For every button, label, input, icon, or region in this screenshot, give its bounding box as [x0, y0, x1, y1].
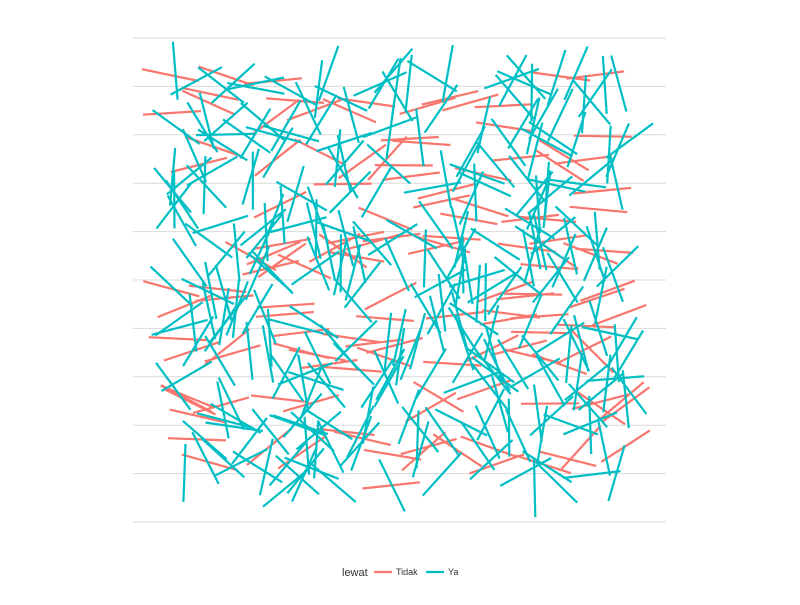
- needle-segment-ya: [607, 317, 637, 367]
- needle-segment-ya: [453, 333, 483, 383]
- needle-segment-ya: [563, 471, 621, 478]
- needle-segment-ya: [509, 399, 510, 457]
- needle-segment-tidak: [570, 289, 625, 308]
- needle-segment-ya: [152, 320, 208, 335]
- needle-segment-ya: [151, 267, 193, 307]
- needle-segment-tidak: [273, 343, 329, 358]
- needle-segment-tidak: [580, 281, 634, 301]
- needle-segment-ya: [193, 216, 248, 233]
- needle-segment-ya: [606, 123, 653, 157]
- needle-segment-ya: [534, 385, 542, 443]
- needle-segment-ya: [548, 89, 573, 142]
- needle-segment-ya: [260, 439, 273, 496]
- needle-segment-ya: [476, 265, 480, 323]
- needle-segment-ya: [153, 110, 200, 144]
- needle-segment-ya: [425, 85, 458, 133]
- needle-segment-ya: [460, 172, 484, 225]
- needle-segment-tidak: [142, 69, 199, 81]
- needle-segment-tidak: [480, 314, 537, 324]
- needle-segment-ya: [444, 373, 498, 393]
- needle-segment-ya: [183, 444, 185, 502]
- needle-segment-ya: [441, 150, 451, 207]
- needle-segment-ya: [187, 165, 227, 208]
- needle-segment-ya: [234, 224, 240, 282]
- needle-segment-ya: [385, 238, 409, 291]
- needle-segment-tidak: [324, 367, 382, 372]
- needle-segment-tidak: [453, 199, 508, 217]
- needle-segment-ya: [276, 182, 326, 211]
- needle-segment-ya: [509, 156, 545, 202]
- needle-segment-ya: [611, 56, 626, 112]
- needle-segment-tidak: [314, 184, 372, 185]
- needle-segment-tidak: [511, 332, 569, 333]
- needle-segment-tidak: [365, 283, 417, 310]
- needle-segment-ya: [426, 407, 459, 455]
- needle-segment-tidak: [505, 350, 561, 363]
- needle-segment-ya: [308, 237, 330, 291]
- needle-segment-ya: [318, 421, 344, 473]
- needle-segment-tidak: [592, 305, 646, 325]
- needle-segment-ya: [247, 322, 253, 380]
- legend: lewat Tidak Ya: [342, 567, 458, 579]
- needle-segment-ya: [423, 453, 462, 496]
- needle-segment-tidak: [601, 430, 650, 462]
- needle-segment-tidak: [382, 173, 440, 180]
- needle-segment-tidak: [414, 382, 464, 412]
- needle-segment-ya: [582, 75, 586, 133]
- needle-segment-ya: [303, 408, 352, 439]
- needle-segment-ya: [267, 319, 323, 334]
- needle-segment-ya: [598, 419, 610, 476]
- needle-segment-ya: [241, 209, 286, 245]
- needle-segment-ya: [519, 295, 541, 349]
- needle-segment-tidak: [433, 434, 481, 466]
- needle-segment-tidak: [440, 214, 497, 224]
- needle-segment-ya: [416, 349, 446, 399]
- needle-segment-tidak: [257, 304, 315, 308]
- needle-segment-ya: [386, 220, 437, 249]
- needle-segment-tidak: [149, 337, 207, 340]
- needle-segment-ya: [341, 423, 380, 466]
- needle-segment-tidak: [356, 316, 414, 321]
- needle-segment-ya: [463, 235, 464, 293]
- needle-segment-ya: [354, 72, 407, 95]
- needle-segment-tidak: [521, 403, 579, 404]
- needle-segment-ya: [471, 229, 520, 260]
- needle-segment-ya: [496, 75, 534, 119]
- needle-segment-ya: [603, 56, 607, 114]
- needle-segment-tidak: [283, 395, 339, 411]
- needle-segment-ya: [500, 458, 551, 486]
- needle-segment-tidak: [570, 207, 628, 212]
- needle-segment-ya: [568, 112, 586, 167]
- needle-segment-tidak: [255, 140, 300, 176]
- legend-title: lewat: [342, 567, 368, 579]
- needle-segment-ya: [452, 292, 467, 348]
- legend-label-tidak: Tidak: [396, 567, 418, 577]
- needle-segment-tidak: [554, 156, 612, 163]
- needle-segment-ya: [610, 153, 623, 210]
- legend-label-ya: Ya: [448, 567, 458, 577]
- needle-segment-ya: [173, 239, 207, 286]
- needle-segment-ya: [612, 368, 647, 415]
- needle-segment-ya: [155, 302, 202, 335]
- needle-segment-ya: [574, 353, 582, 410]
- needle-segment-ya: [531, 64, 532, 122]
- needle-segment-ya: [485, 263, 486, 321]
- needle-segment-ya: [243, 149, 259, 205]
